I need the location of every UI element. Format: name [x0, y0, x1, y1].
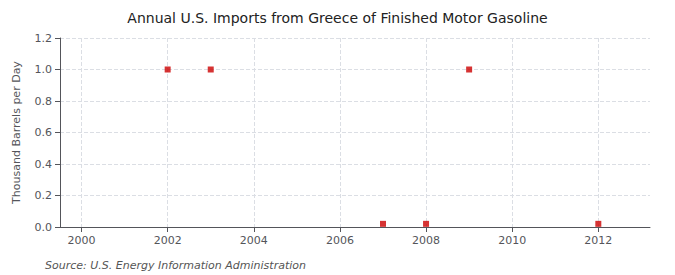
svg-text:0.4: 0.4	[35, 158, 53, 171]
svg-text:2008: 2008	[412, 234, 440, 247]
svg-text:2004: 2004	[240, 234, 268, 247]
svg-text:2010: 2010	[498, 234, 526, 247]
svg-text:Source: U.S. Energy Informatio: Source: U.S. Energy Information Administ…	[45, 259, 306, 272]
svg-text:0.8: 0.8	[35, 95, 53, 108]
svg-text:2012: 2012	[584, 234, 612, 247]
svg-text:0.6: 0.6	[35, 126, 53, 139]
svg-text:2000: 2000	[68, 234, 96, 247]
svg-text:0.0: 0.0	[35, 221, 53, 234]
svg-text:1.2: 1.2	[35, 32, 53, 45]
svg-text:Thousand Barrels per Day: Thousand Barrels per Day	[10, 61, 23, 205]
svg-text:Annual U.S. Imports from Greec: Annual U.S. Imports from Greece of Finis…	[127, 10, 547, 26]
svg-text:2006: 2006	[326, 234, 354, 247]
svg-text:0.2: 0.2	[35, 189, 53, 202]
svg-text:1.0: 1.0	[35, 63, 53, 76]
svg-text:2002: 2002	[154, 234, 182, 247]
